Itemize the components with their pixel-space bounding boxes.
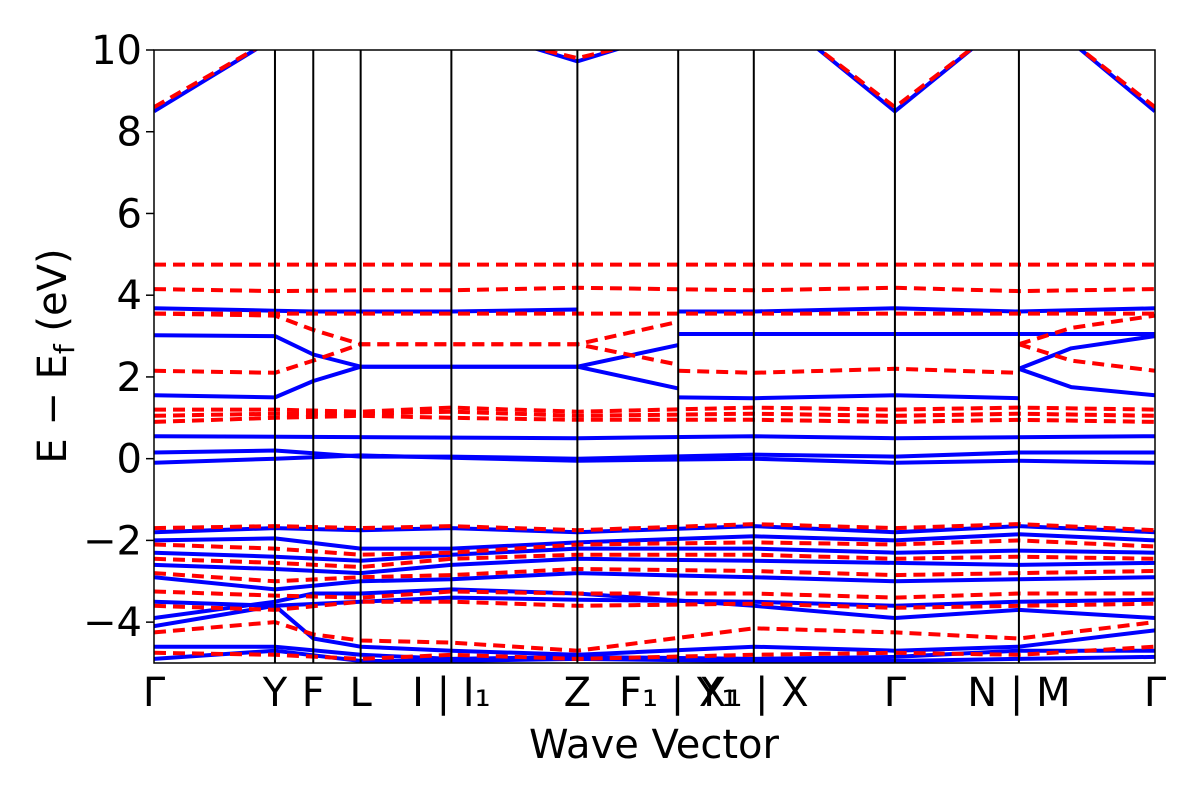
y-axis-label-subscript: f (48, 343, 81, 354)
y-axis-label: E − Ef (eV) (30, 248, 81, 463)
x-tick-label-9: N | M (967, 670, 1070, 716)
x-tick-label-2: F (302, 670, 325, 716)
band-solid-5 (678, 393, 1019, 401)
plot-frame (153, 49, 1156, 664)
x-tick-label-5: Z (564, 670, 591, 716)
band-solid-22 (154, 603, 1155, 657)
y-tick-label-4: 4 (117, 273, 142, 319)
x-tick-label-0: Γ (143, 670, 166, 716)
y-tick-label-1: −2 (83, 518, 142, 564)
band-dashed-30 (678, 366, 1019, 375)
y-tick-label-5: 6 (117, 191, 142, 237)
x-tick-label-6: F₁ | Y₁ (619, 670, 737, 716)
x-tick-label-4: I | I₁ (412, 670, 491, 716)
band-dashed-46 (154, 620, 1155, 653)
y-tick-label-3: 2 (117, 355, 142, 401)
kpoint-lines (273, 50, 1020, 663)
band-solid-7 (1018, 366, 1155, 398)
band-dashed-26 (154, 285, 1155, 294)
band-dashed-36 (154, 50, 258, 109)
bands-layer (154, 50, 1155, 663)
band-dashed-32 (1018, 342, 1155, 373)
y-axis-label-main: E − E (30, 354, 76, 464)
x-tick-label-1: Y (262, 670, 288, 716)
y-tick-label-7: 10 (91, 28, 142, 74)
band-solid-19 (154, 571, 1155, 592)
x-axis-label: Wave Vector (529, 722, 780, 768)
y-tick-label-6: 8 (117, 110, 142, 156)
band-dashed-33 (154, 405, 1155, 414)
band-dashed-38 (816, 50, 974, 110)
y-axis-label-unit: (eV) (30, 248, 76, 344)
band-solid-1 (678, 306, 1155, 314)
band-solid-0 (154, 306, 578, 314)
x-tick-label-8: Γ (884, 670, 907, 716)
x-tick-label-7: X₁ | X (699, 670, 809, 716)
band-solid-2 (154, 333, 679, 369)
y-axis: −4 −2 0 2 4 6 8 10 (83, 28, 154, 646)
band-solid-8 (154, 434, 1155, 441)
x-tick-label-10: Γ (1144, 670, 1167, 716)
band-solid-14 (1078, 50, 1155, 113)
band-dashed-34 (154, 409, 1155, 418)
y-tick-label-0: −4 (83, 600, 142, 646)
y-tick-label-2: 0 (117, 437, 142, 483)
band-dashed-28 (154, 311, 679, 347)
band-solid-16 (154, 532, 1155, 551)
x-tick-label-3: L (350, 670, 373, 716)
band-solid-6 (1018, 334, 1155, 371)
